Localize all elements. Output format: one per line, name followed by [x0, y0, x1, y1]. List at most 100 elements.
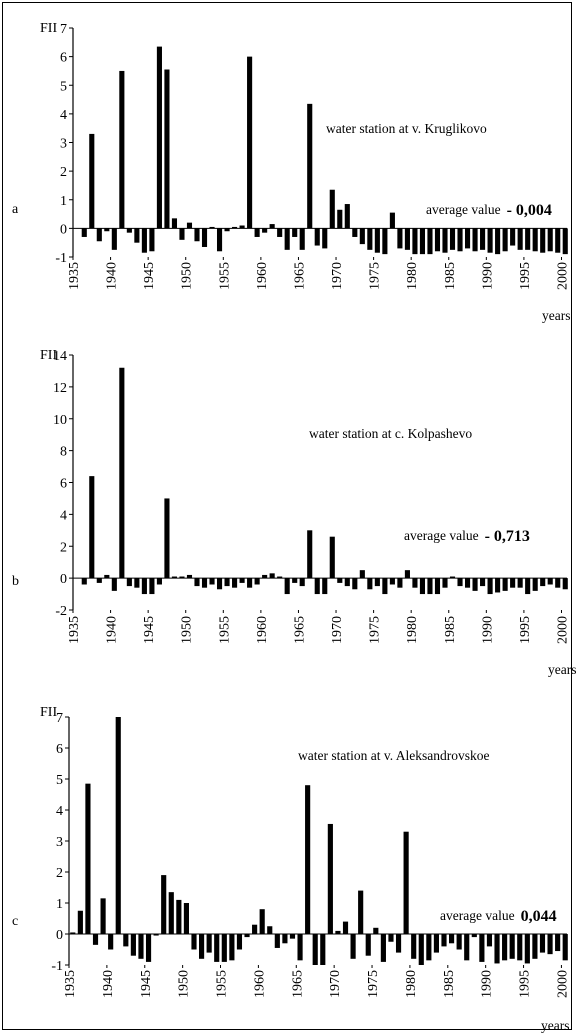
bar [547, 578, 553, 585]
average-label: average value [426, 202, 501, 217]
bar [479, 934, 485, 962]
y-tick-label: -1 [55, 251, 67, 266]
bar [314, 228, 320, 246]
bar [419, 228, 426, 255]
bar [201, 578, 208, 588]
x-tick-label: 1950 [177, 970, 192, 998]
bar [412, 228, 418, 255]
x-tick-label: 1965 [292, 616, 307, 644]
bar [297, 934, 303, 961]
x-tick-label: 1960 [255, 262, 270, 290]
bar [119, 70, 125, 229]
x-tick-label: 1945 [139, 970, 154, 998]
bar [502, 228, 508, 252]
y-tick-label: -1 [51, 959, 63, 974]
bar [289, 934, 296, 939]
bar [517, 578, 523, 588]
x-tick-label: 2000 [555, 616, 570, 644]
y-tick-label: 4 [60, 508, 67, 523]
bar [404, 570, 410, 579]
bar [395, 934, 402, 953]
bar [284, 578, 290, 595]
bar [314, 578, 320, 595]
bar [464, 934, 470, 961]
bar [312, 934, 318, 965]
bar [126, 228, 132, 233]
bar [284, 228, 290, 250]
station-label: water station at v. Aleksandrovskoe [298, 748, 489, 763]
y-axis-label: FII [40, 705, 57, 720]
x-tick-label: 1950 [180, 262, 195, 290]
chart-panel-b: -2 0 2 4 6 8 10 12 14 1935 1940 1945 1950 1955 1960 196… [12, 348, 576, 677]
bar [525, 228, 531, 250]
bar [254, 228, 260, 237]
bar [486, 934, 493, 947]
bar [502, 578, 508, 591]
bar [509, 934, 515, 959]
y-axis-label: FII [40, 21, 57, 36]
bar [239, 225, 245, 229]
y-tick-label: 6 [60, 51, 67, 66]
bar [442, 228, 448, 253]
bar [510, 228, 516, 246]
bar [229, 934, 235, 961]
bar [404, 228, 410, 250]
y-tick-label: 4 [60, 108, 67, 123]
x-tick-label: 1990 [480, 262, 495, 290]
bar [540, 578, 546, 587]
bar [269, 573, 275, 579]
bar [299, 228, 305, 250]
bar [562, 934, 568, 961]
bar [145, 934, 152, 962]
bar [373, 927, 379, 934]
y-tick-label: 6 [56, 742, 63, 757]
bar [191, 934, 197, 950]
x-tick-label: 1935 [67, 262, 82, 290]
bar [419, 578, 426, 595]
bar [457, 578, 463, 587]
bar [307, 530, 313, 579]
bar [194, 228, 200, 242]
bar [418, 934, 424, 965]
bar [358, 890, 364, 934]
bar [434, 228, 441, 252]
x-tick-label: 1955 [217, 616, 232, 644]
bar [224, 228, 230, 232]
x-tick-label: 2000 [555, 262, 570, 290]
x-tick-label: 1965 [290, 970, 305, 998]
bar [322, 578, 328, 595]
bar [359, 228, 365, 245]
bar [403, 831, 409, 934]
x-tick-label: 1980 [404, 970, 419, 998]
bar [337, 578, 343, 583]
bar [367, 578, 373, 590]
bar [179, 576, 185, 579]
x-tick-label: 1970 [330, 616, 345, 644]
bar [153, 934, 159, 936]
x-axis-label: years [541, 1018, 569, 1033]
y-tick-label: 0 [56, 928, 63, 943]
x-tick-label: 1940 [105, 616, 120, 644]
x-tick-label: 1990 [480, 970, 495, 998]
bar [244, 934, 250, 938]
bar [352, 578, 358, 590]
y-tick-label: 8 [60, 445, 67, 460]
bar [96, 578, 102, 583]
panel-letter: a [12, 202, 19, 217]
y-tick-label: 7 [60, 22, 67, 37]
bar [183, 903, 189, 934]
bar [555, 578, 561, 588]
bar [134, 228, 140, 243]
bar [277, 228, 283, 237]
bar [111, 578, 117, 591]
y-tick-label: 3 [60, 137, 67, 152]
bar [389, 578, 395, 585]
y-tick-label: 1 [60, 194, 67, 209]
bar [209, 578, 215, 585]
average-label: average value [404, 528, 479, 543]
x-tick-label: 1995 [518, 970, 533, 998]
bar [81, 578, 87, 585]
bar [115, 717, 121, 934]
